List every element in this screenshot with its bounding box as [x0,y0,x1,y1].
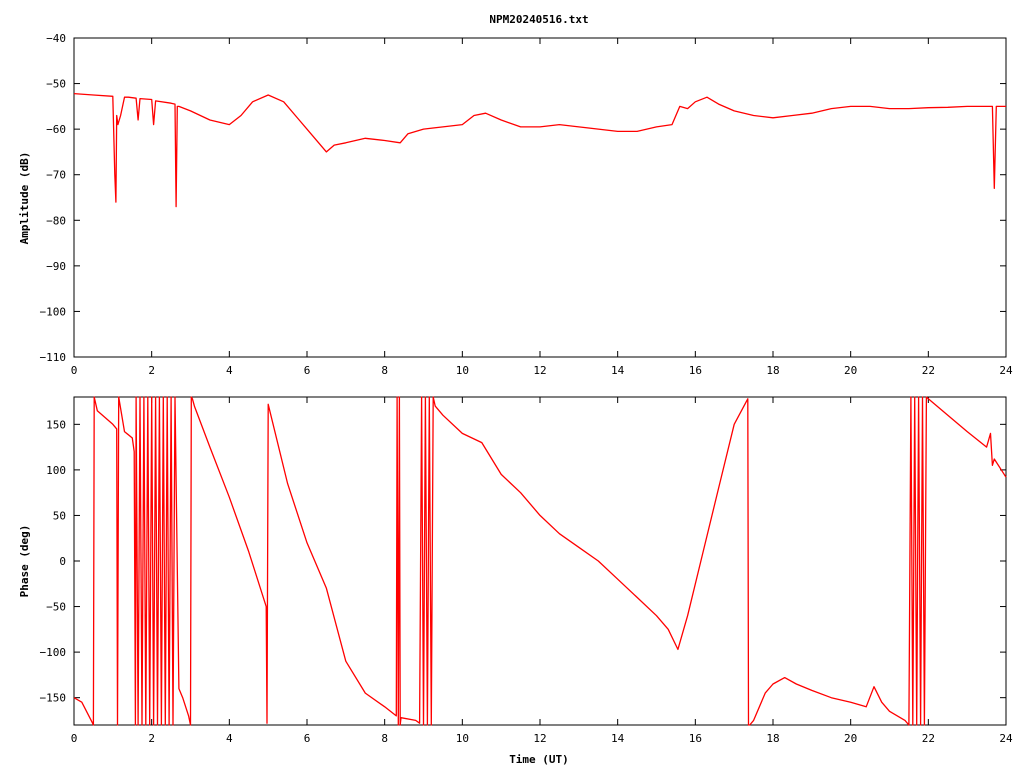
phase-x-tick-label: 0 [71,732,78,745]
phase-x-tick-label: 18 [766,732,779,745]
amplitude-plot-frame [73,37,1007,358]
amplitude-y-tick-label: −50 [46,78,66,91]
phase-x-tick-label: 16 [689,732,702,745]
amplitude-x-tick-label: 6 [304,364,311,377]
phase-x-tick-label: 4 [226,732,233,745]
phase-x-tick-label: 14 [611,732,625,745]
amplitude-x-tick-label: 12 [533,364,546,377]
amplitude-y-tick-label: −110 [40,351,67,364]
phase-y-tick-label: 150 [46,418,66,431]
amplitude-y-tick-label: −90 [46,260,66,273]
amplitude-x-tick-label: 16 [689,364,702,377]
phase-x-tick-label: 22 [922,732,935,745]
phase-y-axis-label: Phase (deg) [18,525,31,598]
amplitude-x-tick-label: 2 [148,364,155,377]
amplitude-x-tick-label: 0 [71,364,78,377]
chart-title: NPM20240516.txt [489,13,588,26]
phase-x-tick-label: 8 [381,732,388,745]
amplitude-y-tick-label: −70 [46,169,66,182]
amplitude-series-line [73,92,1006,208]
phase-x-tick-label: 24 [999,732,1013,745]
amplitude-x-tick-label: 10 [456,364,469,377]
amplitude-x-tick-label: 4 [226,364,233,377]
phase-y-tick-label: 0 [59,555,66,568]
amplitude-y-axis-label: Amplitude (dB) [18,152,31,245]
amplitude-y-tick-label: −100 [40,305,67,318]
amplitude-x-tick-label: 18 [766,364,779,377]
amplitude-y-tick-label: −60 [46,123,66,136]
phase-series-line [73,396,1007,726]
phase-x-tick-label: 6 [304,732,311,745]
phase-x-tick-label: 12 [533,732,546,745]
amplitude-x-tick-label: 20 [844,364,857,377]
phase-plot-frame [73,396,1007,726]
amplitude-x-tick-label: 8 [381,364,388,377]
x-axis-label: Time (UT) [509,753,569,766]
phase-y-tick-label: −50 [46,601,66,614]
phase-x-tick-label: 20 [844,732,857,745]
phase-panel: 0 2 4 6 8 10 12 14 16 18 20 22 24150100500−50−100−15… [18,396,1013,766]
phase-y-tick-label: 50 [53,509,66,522]
phase-y-tick-label: −150 [40,692,67,705]
amplitude-y-tick-label: −40 [46,32,66,45]
amplitude-y-tick-label: −80 [46,214,66,227]
phase-y-tick-label: −100 [40,646,67,659]
phase-x-tick-label: 2 [148,732,155,745]
amplitude-x-tick-label: 24 [999,364,1013,377]
amplitude-x-tick-label: 22 [922,364,935,377]
phase-y-tick-label: 100 [46,464,66,477]
phase-x-tick-label: 10 [456,732,469,745]
amplitude-x-tick-label: 14 [611,364,625,377]
amplitude-panel: 0 2 4 6 8 10 12 14 16 18 20 22 24−40−50−60−70−80−90−… [18,32,1013,377]
